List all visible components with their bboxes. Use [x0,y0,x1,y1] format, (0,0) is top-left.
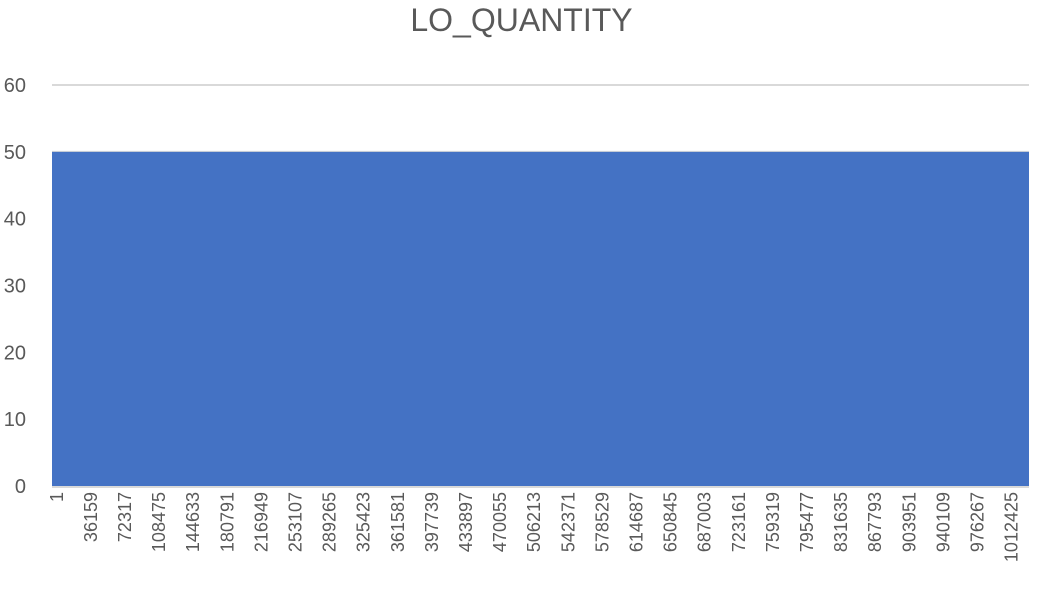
x-tick-label: 1 [47,492,67,502]
x-tick-label: 325423 [354,492,374,552]
x-tick-label: 831635 [831,492,851,552]
x-tick-label: 1012425 [1002,492,1022,562]
y-tick-label: 0 [15,476,26,498]
area-series [52,151,1029,487]
y-axis: 0 10 20 30 40 50 60 [4,75,26,498]
x-tick-label: 759319 [763,492,783,552]
x-tick-label: 470055 [490,492,510,552]
x-tick-label: 650845 [661,492,681,552]
x-tick-label: 216949 [251,492,271,552]
x-tick-label: 361581 [388,492,408,552]
x-tick-label: 433897 [456,492,476,552]
x-tick-label: 687003 [695,492,715,552]
x-tick-label: 180791 [217,492,237,552]
x-tick-label: 253107 [285,492,305,552]
x-tick-label: 108475 [149,492,169,552]
x-tick-label: 72317 [115,492,135,542]
x-tick-label: 867793 [865,492,885,552]
x-tick-label: 795477 [797,492,817,552]
y-tick-label: 30 [4,276,26,298]
y-tick-label: 50 [4,142,26,164]
x-tick-label: 542371 [558,492,578,552]
x-tick-label: 144633 [183,492,203,552]
x-tick-label: 36159 [81,492,101,542]
area-fill [52,151,1029,487]
x-tick-label: 289265 [320,492,340,552]
x-tick-label: 397739 [422,492,442,552]
chart-title: LO_QUANTITY [410,2,633,38]
y-tick-label: 20 [4,342,26,364]
x-axis: 1 36159 72317 108475 144633 180791 216949 25310… [47,486,1029,562]
x-tick-label: 506213 [524,492,544,552]
y-tick-label: 60 [4,75,26,97]
x-tick-label: 940109 [933,492,953,552]
y-tick-label: 10 [4,409,26,431]
x-tick-label: 903951 [899,492,919,552]
x-tick-label: 578529 [592,492,612,552]
x-tick-label: 723161 [729,492,749,552]
y-tick-label: 40 [4,209,26,231]
x-tick-label: 614687 [626,492,646,552]
x-tick-label: 976267 [967,492,987,552]
